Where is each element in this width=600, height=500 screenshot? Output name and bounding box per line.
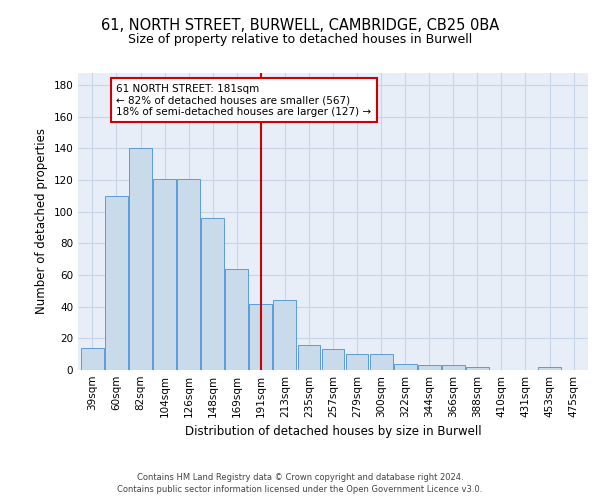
Bar [177, 178, 200, 370]
X-axis label: Distribution of detached houses by size in Burwell: Distribution of detached houses by size … [185, 426, 481, 438]
Text: Size of property relative to detached houses in Burwell: Size of property relative to detached ho… [128, 32, 472, 46]
Bar [370, 354, 392, 370]
Y-axis label: Number of detached properties: Number of detached properties [35, 128, 48, 314]
Text: Contains HM Land Registry data © Crown copyright and database right 2024.: Contains HM Land Registry data © Crown c… [137, 472, 463, 482]
Bar [442, 366, 465, 370]
Bar [153, 178, 176, 370]
Bar [346, 354, 368, 370]
Bar [250, 304, 272, 370]
Bar [201, 218, 224, 370]
Bar [274, 300, 296, 370]
Bar [81, 348, 104, 370]
Bar [418, 366, 440, 370]
Bar [226, 268, 248, 370]
Bar [394, 364, 416, 370]
Text: Contains public sector information licensed under the Open Government Licence v3: Contains public sector information licen… [118, 485, 482, 494]
Bar [466, 367, 489, 370]
Bar [538, 367, 561, 370]
Text: 61 NORTH STREET: 181sqm
← 82% of detached houses are smaller (567)
18% of semi-d: 61 NORTH STREET: 181sqm ← 82% of detache… [116, 84, 371, 117]
Bar [322, 350, 344, 370]
Bar [129, 148, 152, 370]
Bar [298, 344, 320, 370]
Text: 61, NORTH STREET, BURWELL, CAMBRIDGE, CB25 0BA: 61, NORTH STREET, BURWELL, CAMBRIDGE, CB… [101, 18, 499, 32]
Bar [105, 196, 128, 370]
